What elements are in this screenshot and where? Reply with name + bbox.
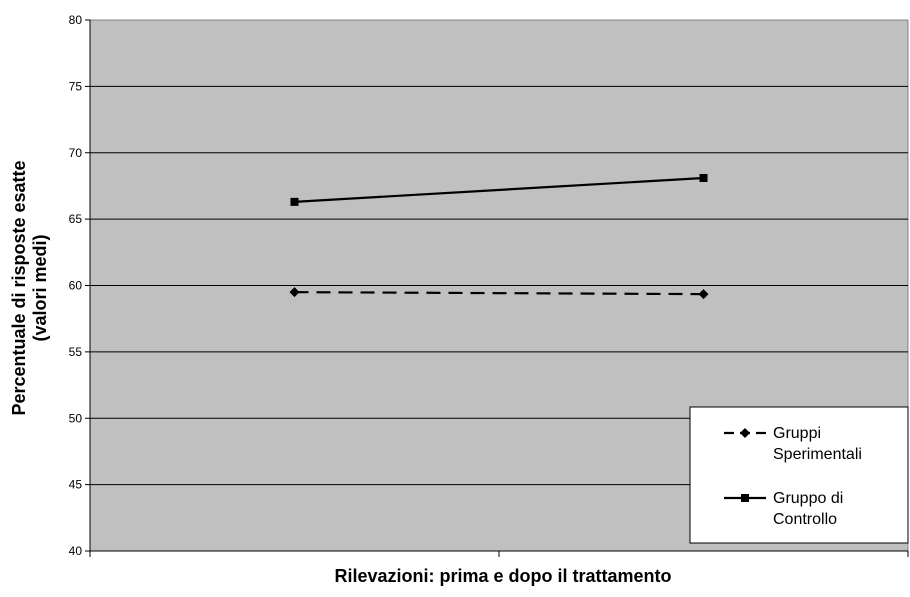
legend-label: Controllo	[773, 511, 837, 528]
series-line-0	[294, 291, 704, 296]
y-tick-label: 40	[69, 544, 83, 558]
y-tick-label: 60	[69, 279, 83, 293]
y-tick-label: 45	[69, 478, 83, 492]
y-axis-title-line1: Percentuale di risposte esatte	[9, 160, 29, 415]
legend-label: Sperimentali	[773, 446, 862, 463]
legend: Gruppi Sperimentali Gruppo di Controllo	[689, 406, 909, 544]
data-series	[289, 173, 709, 300]
legend-marker	[741, 494, 749, 502]
series-line-1	[294, 176, 704, 203]
y-tick-label: 75	[69, 79, 83, 93]
y-axis-title-line2: (valori medi)	[30, 234, 50, 341]
y-tick-label: 70	[69, 146, 83, 160]
legend-marker	[740, 428, 750, 438]
legend-box	[689, 406, 909, 544]
y-tick-label: 80	[69, 13, 83, 27]
x-axis-title: Rilevazioni: prima e dopo il trattamento	[334, 566, 671, 586]
legend-label: Gruppo di	[773, 490, 843, 507]
data-point	[290, 197, 299, 206]
y-tick-label: 65	[69, 212, 83, 226]
legend-label: Gruppi	[773, 425, 821, 442]
data-point	[289, 287, 300, 298]
axes: 40 45 50 55 60 65 70 75 80	[69, 13, 909, 558]
data-point	[698, 289, 709, 300]
y-tick-label: 55	[69, 345, 83, 359]
data-point	[699, 173, 708, 182]
y-tick-label: 50	[69, 411, 83, 425]
